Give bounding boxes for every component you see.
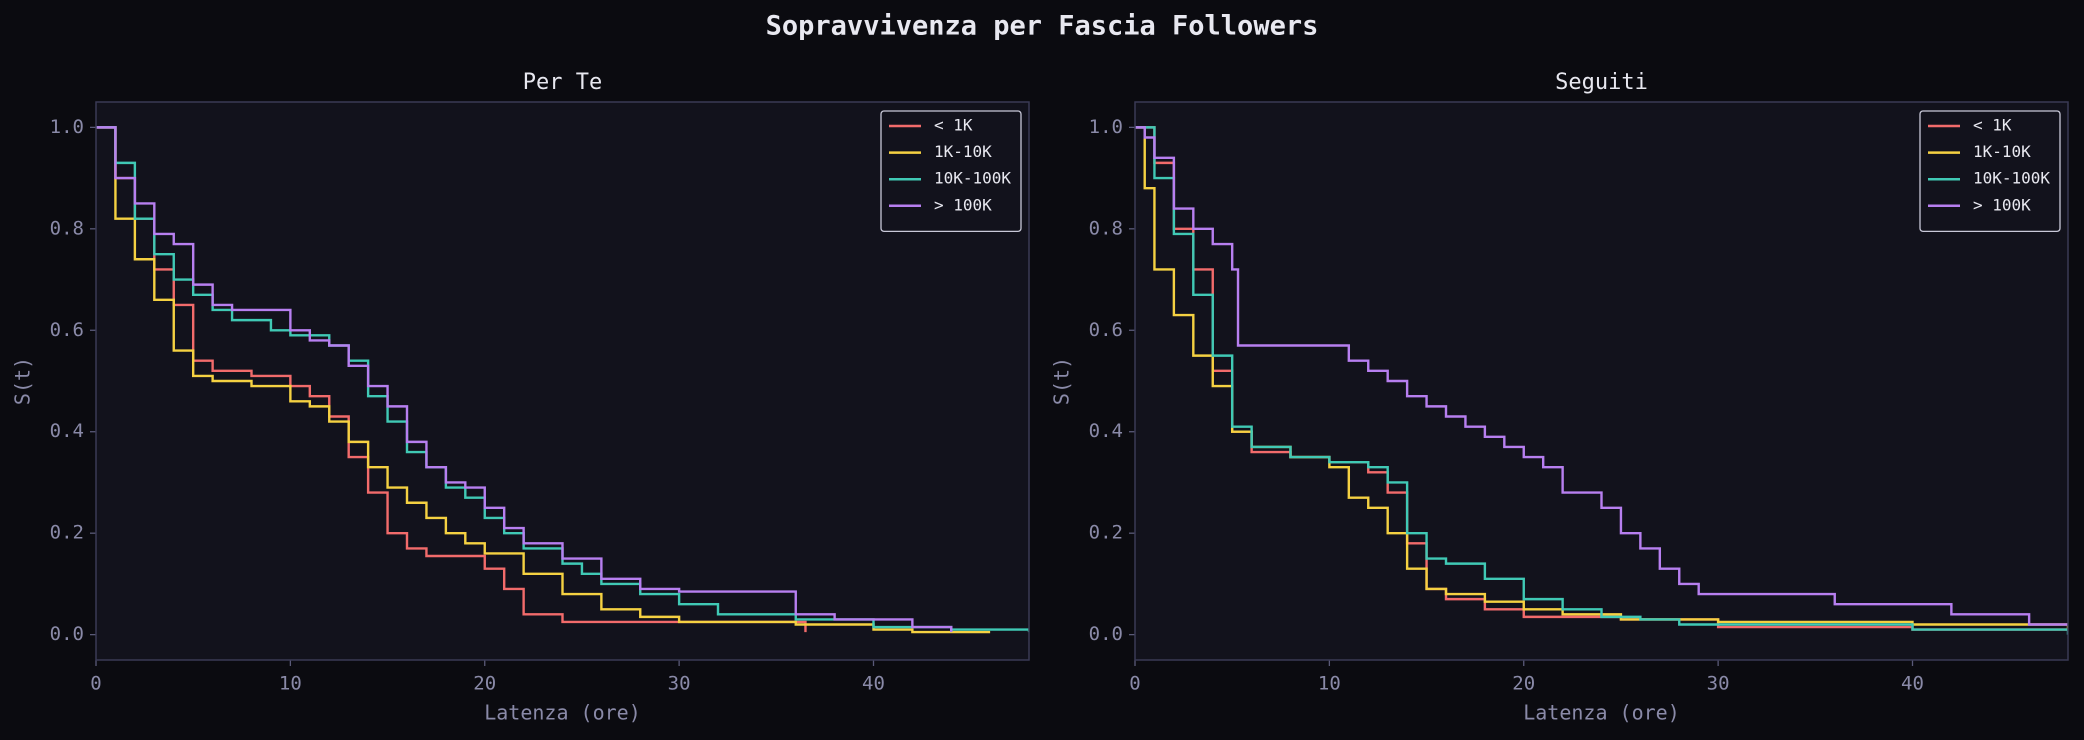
y-tick-label: 0.6 (1089, 319, 1123, 341)
legend-label: > 100K (1973, 195, 2031, 214)
y-tick-label: 1.0 (50, 116, 84, 138)
y-tick-label: 0.2 (1089, 522, 1123, 544)
survival-curve (1135, 126, 2068, 635)
y-tick-label: 0.4 (50, 420, 84, 442)
y-tick-label: 0.0 (50, 623, 84, 645)
legend-label: < 1K (1973, 116, 2012, 135)
y-tick-label: 0.8 (50, 217, 84, 239)
x-tick-label: 40 (862, 673, 885, 695)
x-tick-label: 10 (279, 673, 302, 695)
figure-title: Sopravvivenza per Fascia Followers (766, 11, 1319, 42)
x-tick-label: 30 (668, 673, 691, 695)
x-tick-label: 10 (1318, 673, 1341, 695)
survival-curve (96, 126, 807, 633)
y-tick-label: 0.2 (50, 522, 84, 544)
x-tick-label: 0 (1129, 673, 1140, 695)
legend-label: 10K-100K (1973, 169, 2050, 188)
y-axis-label: S(t) (11, 357, 35, 405)
y-tick-label: 1.0 (1089, 116, 1123, 138)
subplot-title: Per Te (523, 70, 602, 95)
legend-label: 1K-10K (1973, 142, 2031, 161)
x-tick-label: 30 (1707, 673, 1730, 695)
legend-label: < 1K (934, 116, 973, 135)
legend-box (880, 110, 1022, 233)
plot-lines (96, 126, 1029, 634)
subplot-title: Seguiti (1555, 70, 1648, 95)
x-axis-label: Latenza (ore) (484, 701, 641, 725)
plot-frame (95, 101, 1030, 661)
x-tick-label: 40 (1901, 673, 1924, 695)
legend-box (1919, 110, 2061, 233)
y-axis-label: S(t) (1050, 357, 1074, 405)
y-tick-label: 0.0 (1089, 623, 1123, 645)
survival-curve (96, 126, 991, 634)
survival-curve (96, 126, 953, 633)
x-tick-label: 0 (90, 673, 101, 695)
y-tick-label: 0.6 (50, 319, 84, 341)
y-tick-label: 0.8 (1089, 217, 1123, 239)
plot-lines (1135, 126, 2068, 635)
x-axis-label: Latenza (ore) (1523, 701, 1680, 725)
survival-curve (1135, 126, 2068, 626)
x-tick-label: 20 (1512, 673, 1535, 695)
legend-label: 10K-100K (934, 169, 1011, 188)
legend-label: 1K-10K (934, 142, 992, 161)
x-tick-label: 20 (473, 673, 496, 695)
plot-area (1135, 102, 2068, 660)
y-tick-label: 0.4 (1089, 420, 1123, 442)
legend-label: > 100K (934, 195, 992, 214)
plot-frame (1134, 101, 2069, 661)
